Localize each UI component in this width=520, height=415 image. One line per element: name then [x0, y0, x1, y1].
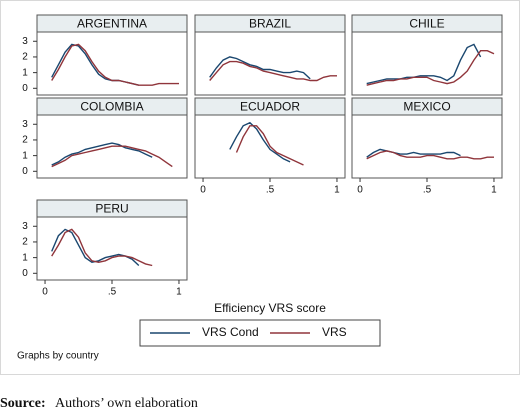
- x-axis-title: Efficiency VRS score: [214, 301, 326, 315]
- source-label: Source:: [0, 396, 46, 410]
- series-line: [51, 43, 179, 86]
- panel-header: [194, 97, 346, 116]
- y-tick-label: 0: [22, 268, 28, 279]
- note: Graphs by country: [17, 351, 99, 362]
- series-line: [366, 50, 495, 86]
- x-tick-label: .5: [423, 185, 432, 196]
- panel-title: BRAZIL: [249, 17, 291, 31]
- y-tick-label: 3: [22, 119, 28, 130]
- y-tick-label: 2: [22, 237, 28, 248]
- series-line: [51, 142, 153, 166]
- x-tick-label: .5: [266, 185, 275, 196]
- y-tick-label: 2: [22, 52, 28, 63]
- series-line: [366, 43, 482, 85]
- y-tick-label: 1: [22, 150, 28, 161]
- y-tick-label: 0: [22, 83, 28, 94]
- series-line: [366, 148, 461, 158]
- legend-label: VRS Cond: [202, 325, 259, 339]
- x-tick-label: 1: [176, 287, 182, 298]
- x-tick-label: 0: [200, 185, 206, 196]
- panel-header: [36, 14, 188, 33]
- y-tick-label: 1: [22, 67, 28, 78]
- panel-title: CHILE: [409, 17, 444, 31]
- panel-header: [194, 14, 346, 33]
- panel-title: COLOMBIA: [80, 100, 143, 114]
- panel-header: [351, 97, 503, 116]
- y-tick-label: 3: [22, 221, 28, 232]
- y-tick-label: 3: [22, 36, 28, 47]
- source-text: Authors’ own elaboration: [55, 396, 198, 410]
- panel-header: [36, 199, 188, 218]
- x-tick-label: 0: [357, 185, 363, 196]
- panel-title: ARGENTINA: [77, 17, 147, 31]
- series-line: [229, 121, 291, 163]
- series-line: [366, 150, 494, 160]
- series-line: [235, 125, 304, 166]
- x-tick-label: 0: [42, 287, 48, 298]
- panel-title: ECUADOR: [240, 100, 300, 114]
- series-line: [209, 56, 311, 80]
- series-line: [51, 145, 173, 168]
- series-line: [209, 60, 337, 82]
- legend-label: VRS: [322, 325, 347, 339]
- x-tick-label: 1: [334, 185, 340, 196]
- series-line: [51, 228, 153, 267]
- y-tick-label: 1: [22, 252, 28, 263]
- panel-header: [36, 97, 188, 116]
- panel-title: MEXICO: [403, 100, 450, 114]
- x-tick-label: .5: [108, 287, 117, 298]
- x-tick-label: 1: [491, 185, 497, 196]
- panel-header: [351, 14, 503, 33]
- y-tick-label: 0: [22, 166, 28, 177]
- y-tick-label: 2: [22, 135, 28, 146]
- panel-title: PERU: [95, 202, 128, 216]
